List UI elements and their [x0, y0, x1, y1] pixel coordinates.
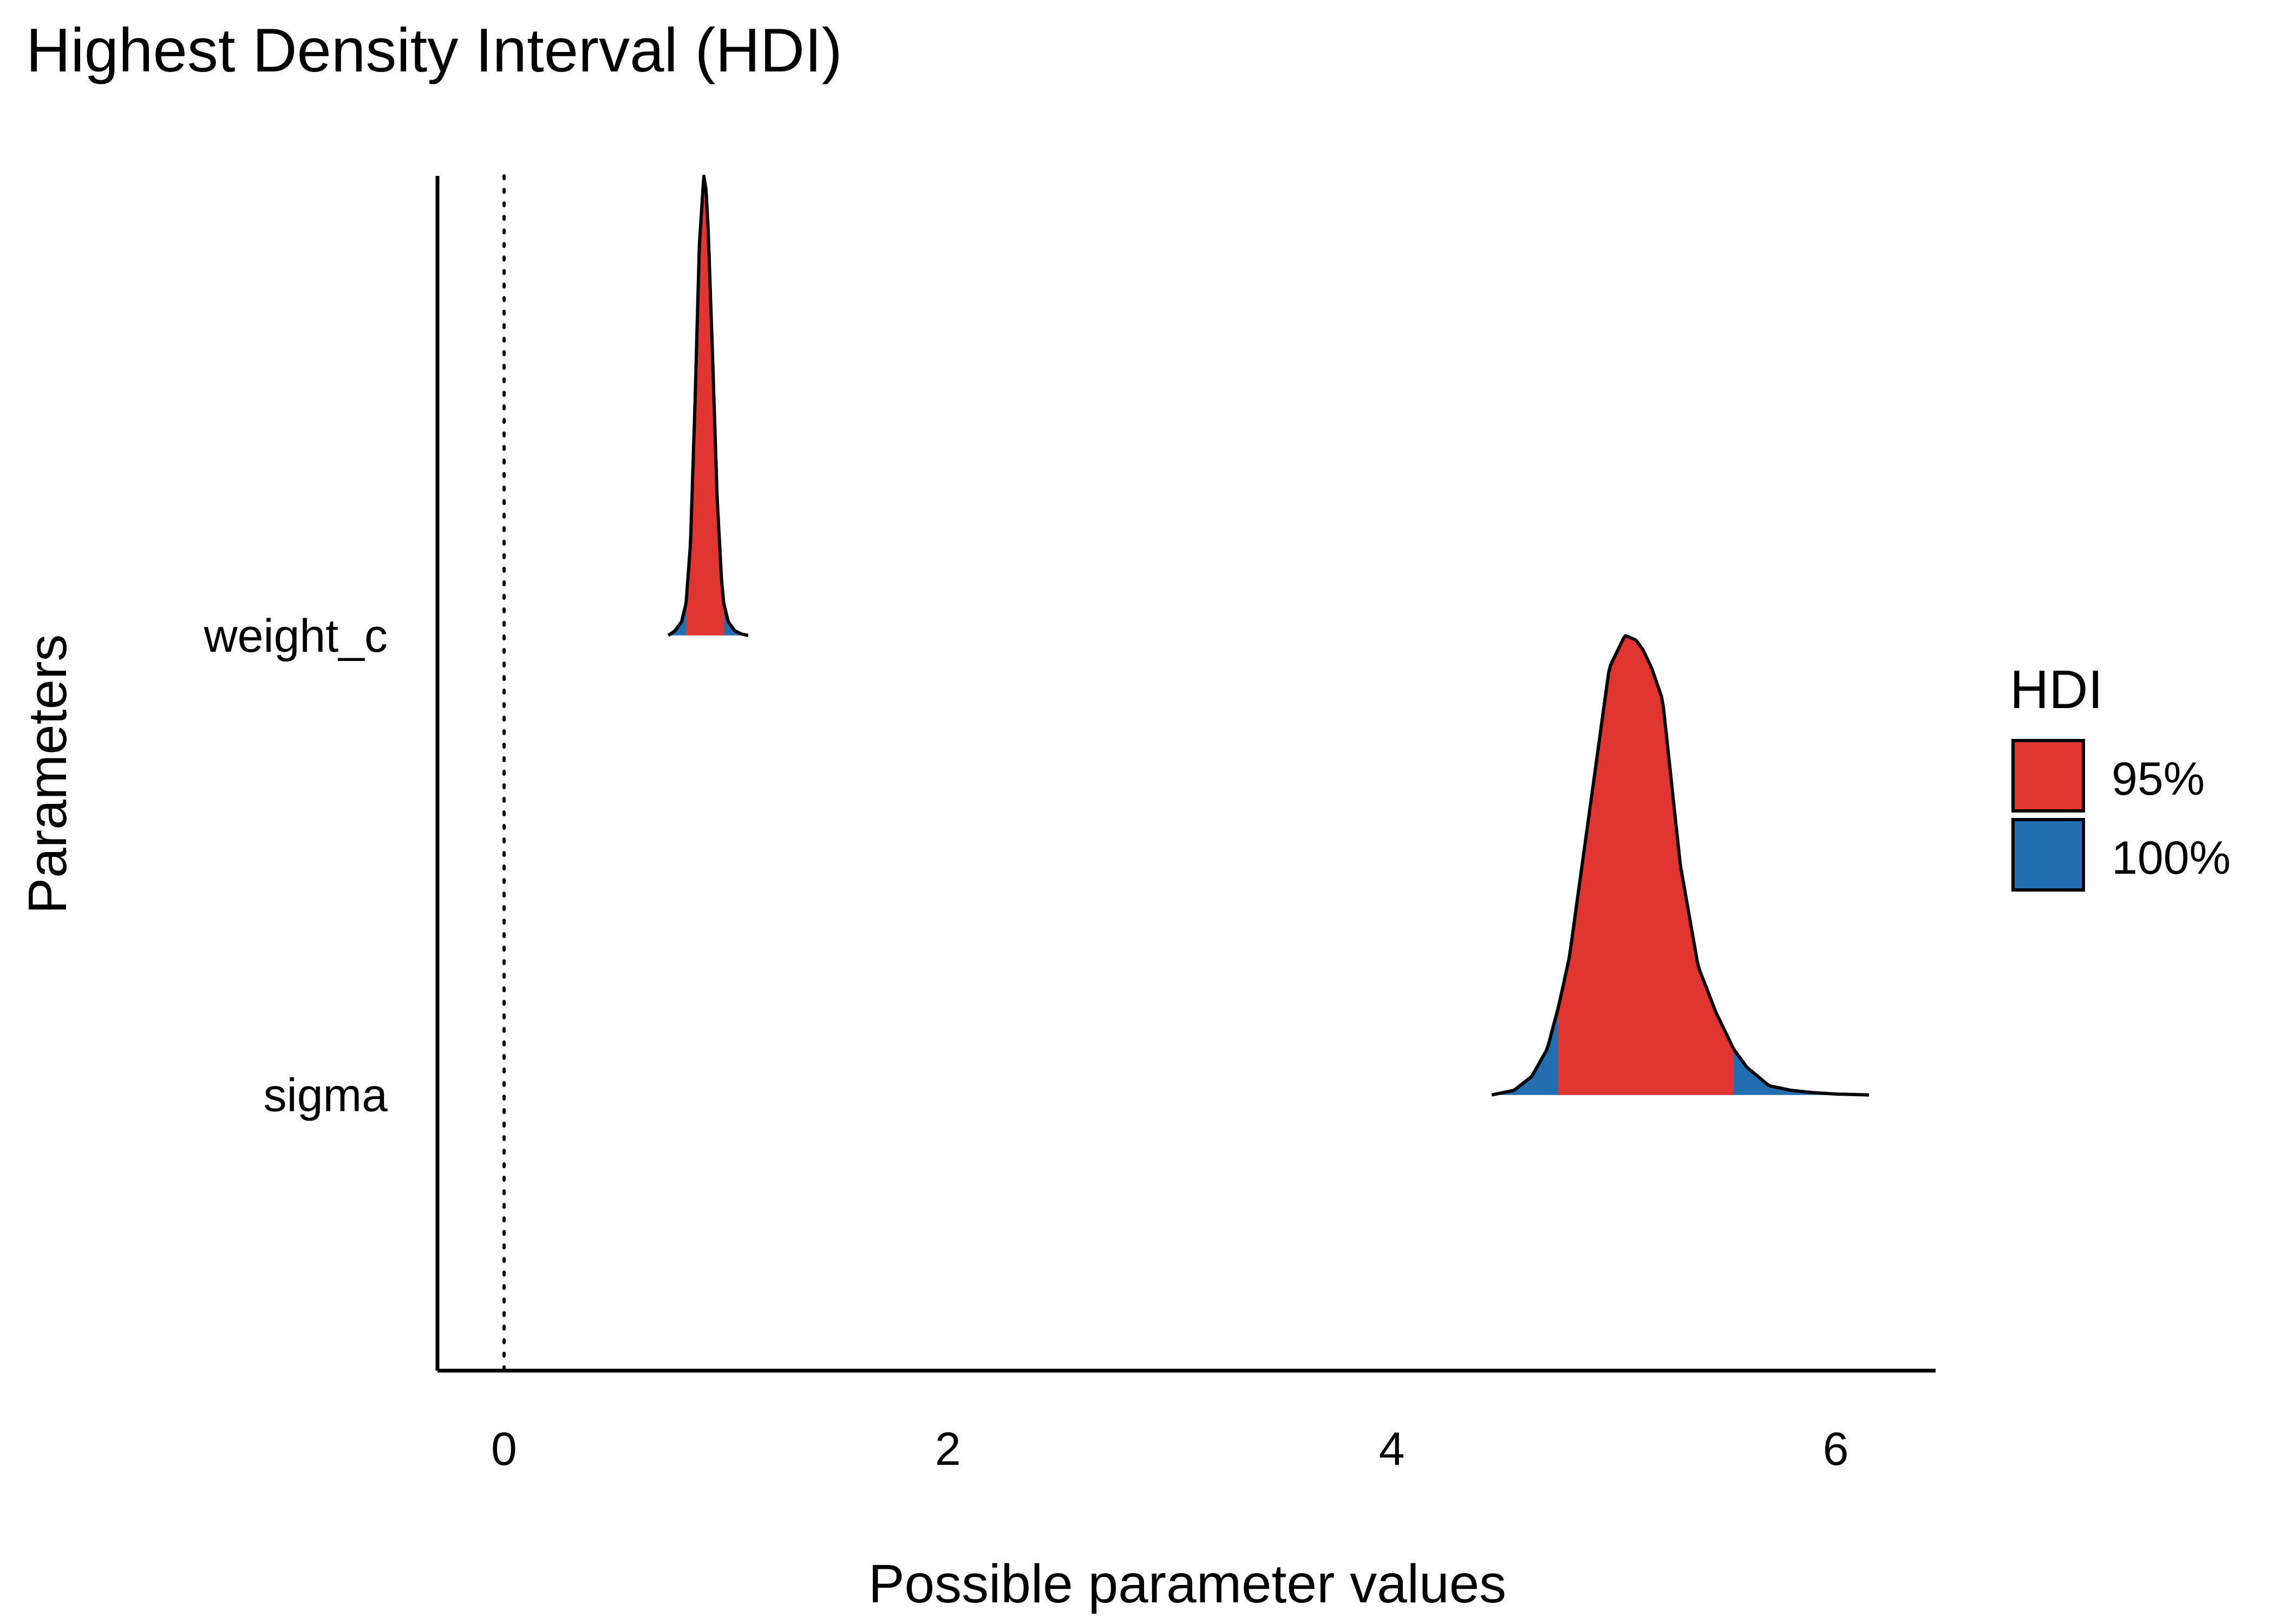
y-tick-label-weight_c: weight_c	[204, 610, 388, 662]
density-outline-sigma	[1491, 634, 1870, 1097]
density-95-weight_c	[686, 176, 724, 636]
plot-area	[502, 174, 1870, 1372]
legend-swatch-95	[2011, 739, 2085, 813]
chart-title: Highest Density Interval (HDI)	[26, 16, 842, 85]
density-95-sigma	[1558, 636, 1734, 1095]
y-tick-label-sigma: sigma	[264, 1070, 388, 1122]
x-tick-label-4: 4	[1379, 1423, 1405, 1475]
density-outline-weight_c	[667, 174, 750, 637]
x-tick-labels: 0 2 4 6	[491, 1423, 1848, 1475]
legend-label-100: 100%	[2112, 832, 2231, 884]
legend-swatch-100	[2011, 818, 2085, 892]
x-axis-title: Possible parameter values	[868, 1554, 1506, 1614]
x-tick-label-0: 0	[491, 1423, 517, 1475]
legend-label-95: 95%	[2112, 753, 2205, 805]
legend-title: HDI	[2010, 659, 2103, 720]
x-tick-label-2: 2	[935, 1423, 961, 1475]
x-tick-label-6: 6	[1823, 1423, 1849, 1475]
y-axis-title: Parameters	[17, 634, 78, 914]
legend: HDI 95% 100%	[2010, 659, 2231, 892]
